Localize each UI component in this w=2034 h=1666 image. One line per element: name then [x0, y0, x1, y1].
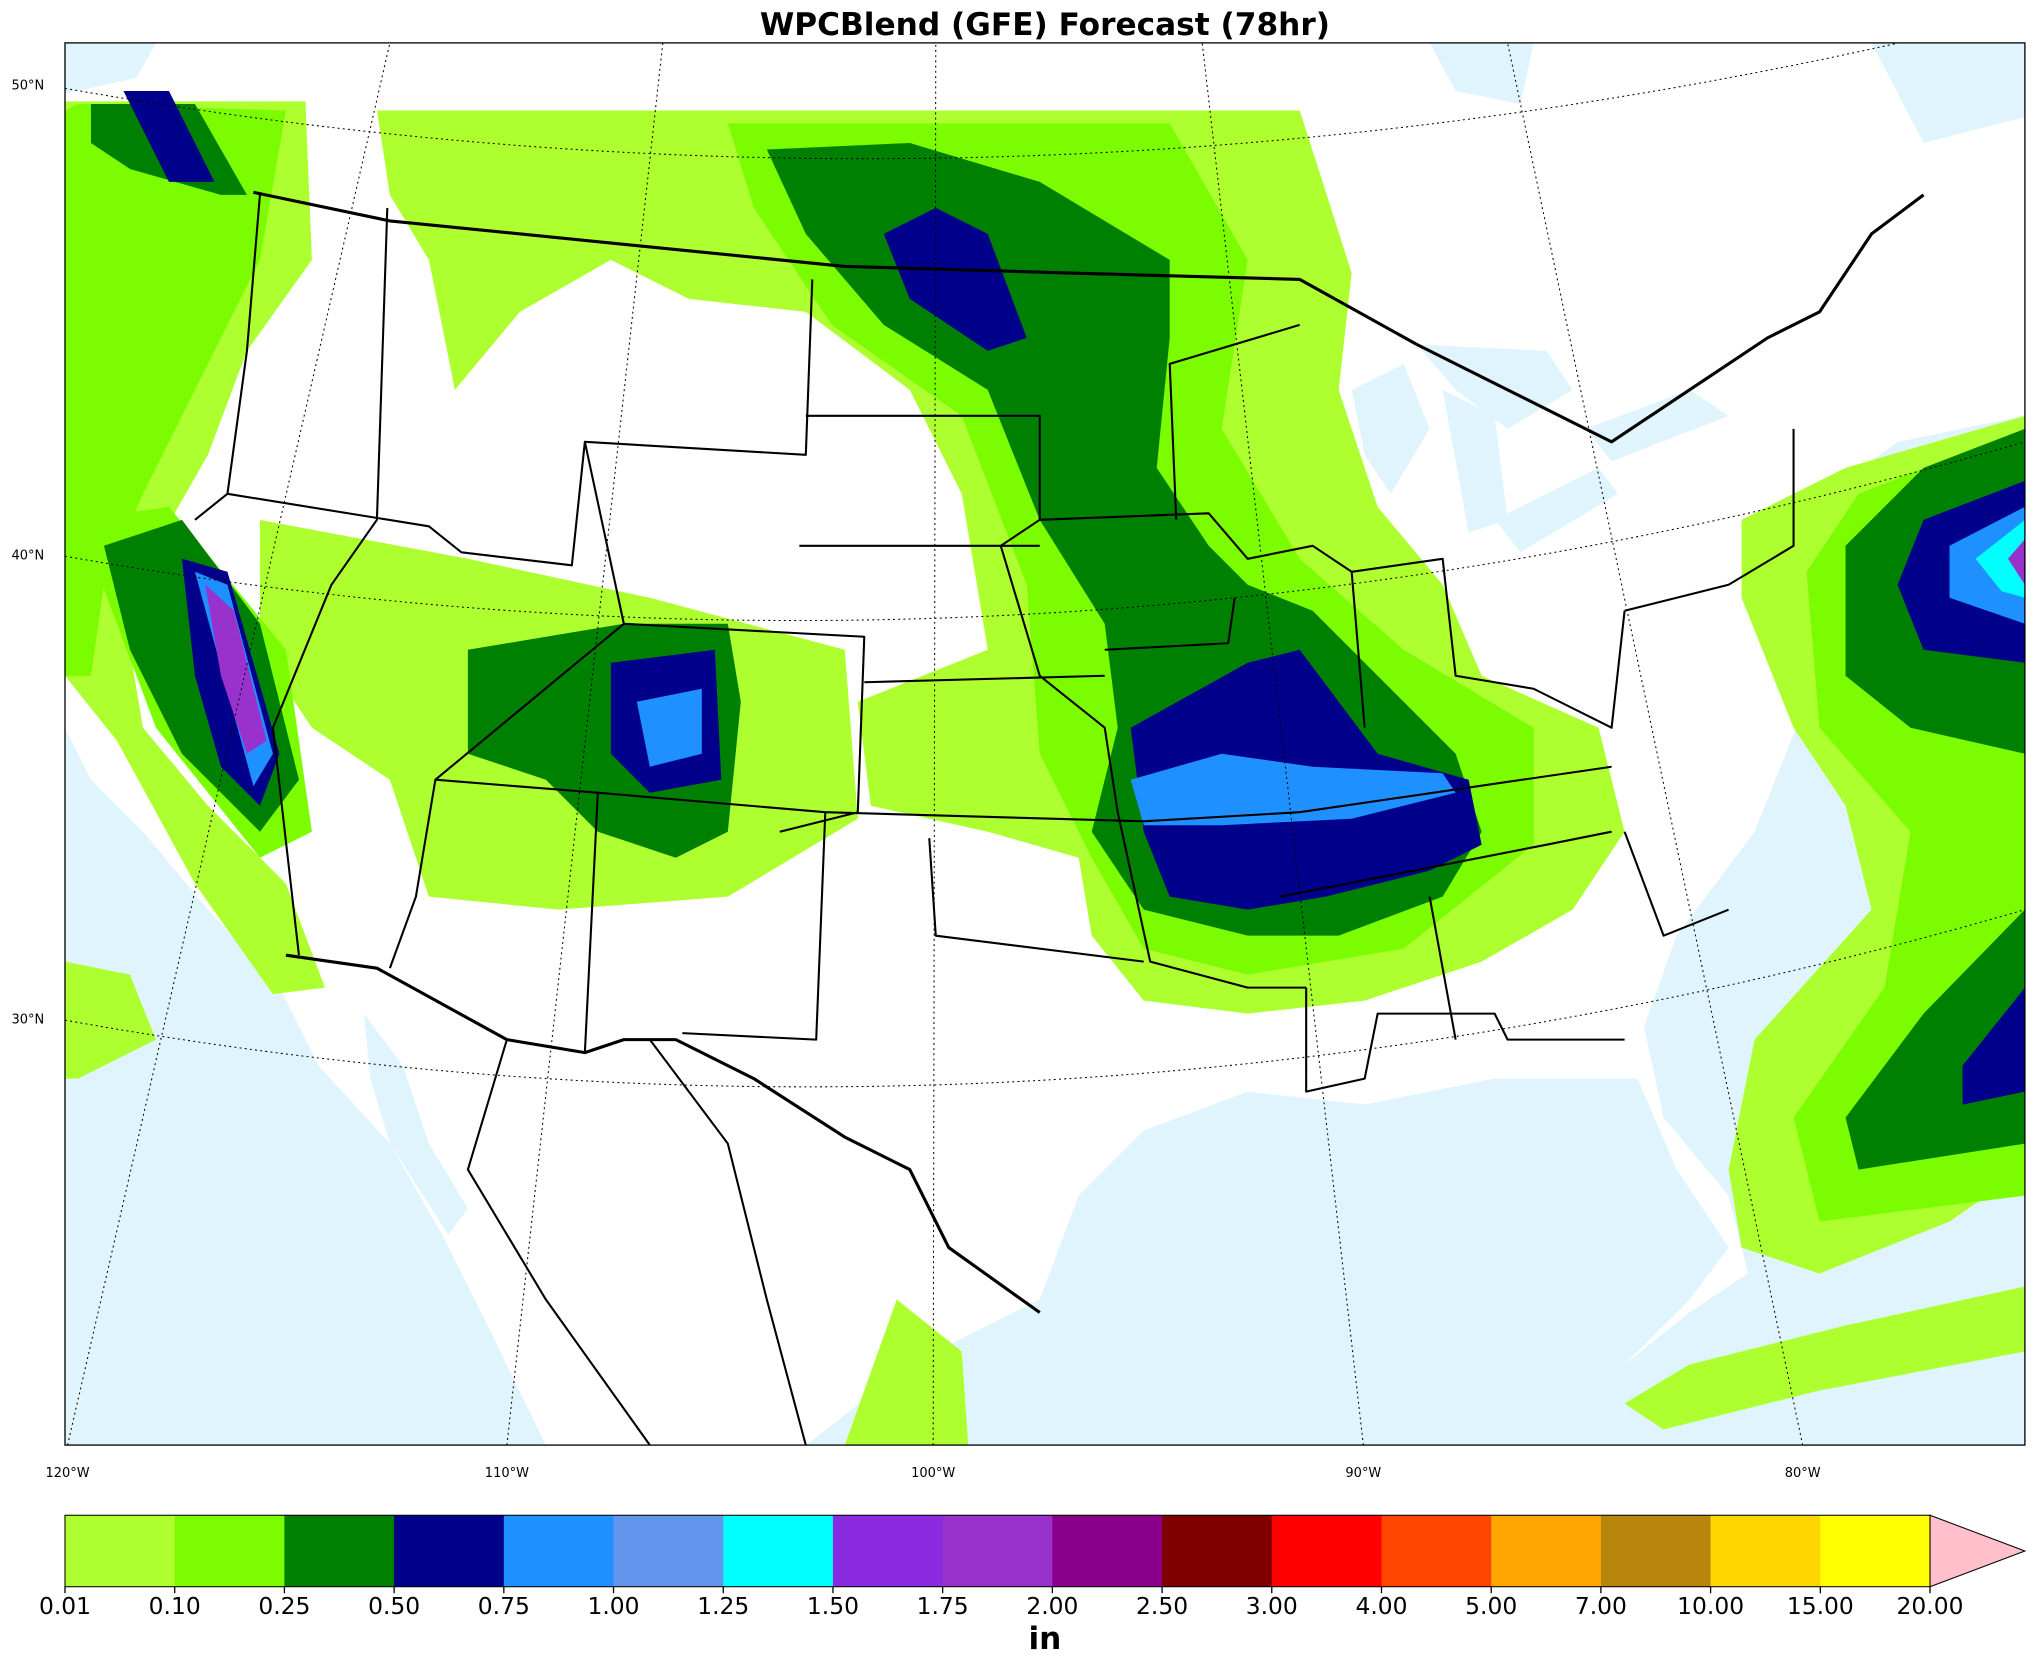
- colorbar-tick-label: 1.50: [807, 1592, 859, 1620]
- colorbar-tick-label: 7.00: [1575, 1592, 1627, 1620]
- colorbar-bin: [1710, 1515, 1821, 1587]
- colorbar-tick-label: 2.50: [1136, 1592, 1188, 1620]
- colorbar-label: in: [1028, 1621, 1061, 1657]
- colorbar-bin: [613, 1515, 724, 1587]
- colorbar-bin: [1052, 1515, 1163, 1587]
- colorbar-bin: [1162, 1515, 1273, 1587]
- colorbar-tick-label: 1.75: [917, 1592, 969, 1620]
- colorbar-tick-label: 4.00: [1355, 1592, 1407, 1620]
- lat-label: 50°N: [11, 78, 44, 93]
- colorbar-bin: [64, 1515, 176, 1587]
- lat-label: 40°N: [11, 549, 44, 564]
- colorbar-bin: [284, 1515, 395, 1587]
- map-title: WPCBlend (GFE) Forecast (78hr): [760, 7, 1330, 43]
- colorbar-tick-label: 2.00: [1026, 1592, 1078, 1620]
- lon-label: 120°W: [46, 1466, 90, 1481]
- map-frame: [64, 42, 2026, 1446]
- colorbar-bin: [1600, 1515, 1712, 1587]
- colorbar-bin: [1820, 1515, 1931, 1587]
- colorbar-tick-label: 15.00: [1787, 1592, 1854, 1620]
- graticule: [64, 42, 2025, 1446]
- colorbar-tick-label: 1.00: [588, 1592, 640, 1620]
- colorbar-bin: [1381, 1515, 1492, 1587]
- colorbar: 0.01 0.10 0.25 0.50 0.75 1.00 1.25 1.50 1.75 2.00…: [39, 1514, 2027, 1620]
- colorbar-tick-label: 0.25: [258, 1592, 310, 1620]
- colorbar-tick-label: 0.75: [478, 1592, 530, 1620]
- colorbar-bin: [174, 1515, 286, 1587]
- colorbar-bin: [942, 1515, 1054, 1587]
- colorbar-tick-label: 0.50: [368, 1592, 420, 1620]
- colorbar-bin: [1491, 1515, 1602, 1587]
- colorbar-bin: [503, 1515, 615, 1587]
- colorbar-tick-label: 0.01: [39, 1592, 91, 1620]
- lat-label: 30°N: [11, 1013, 44, 1028]
- map: [64, 42, 2025, 1446]
- lon-label: 90°W: [1345, 1466, 1381, 1481]
- borders: [194, 190, 1925, 1446]
- colorbar-extend: [1929, 1514, 2027, 1588]
- colorbar-tick-label: 10.00: [1677, 1592, 1744, 1620]
- precipitation: [64, 90, 2025, 1446]
- colorbar-tick-label: 20.00: [1897, 1592, 1964, 1620]
- lon-label: 100°W: [911, 1466, 955, 1481]
- colorbar-tick-label: 0.10: [149, 1592, 201, 1620]
- colorbar-frame: [64, 1514, 1931, 1588]
- lon-label: 80°W: [1785, 1466, 1821, 1481]
- colorbar-tick-label: 3.00: [1246, 1592, 1298, 1620]
- colorbar-tick-label: 5.00: [1465, 1592, 1517, 1620]
- lon-label: 110°W: [485, 1466, 529, 1481]
- colorbar-bin: [394, 1515, 505, 1587]
- colorbar-bin: [723, 1515, 834, 1587]
- colorbar-tick-label: 1.25: [697, 1592, 749, 1620]
- colorbar-bin: [1271, 1515, 1383, 1587]
- colorbar-bin: [832, 1515, 944, 1587]
- graticule-labels: 50°N 40°N 30°N 120°W 110°W 100°W 90°W 80…: [11, 78, 1820, 1481]
